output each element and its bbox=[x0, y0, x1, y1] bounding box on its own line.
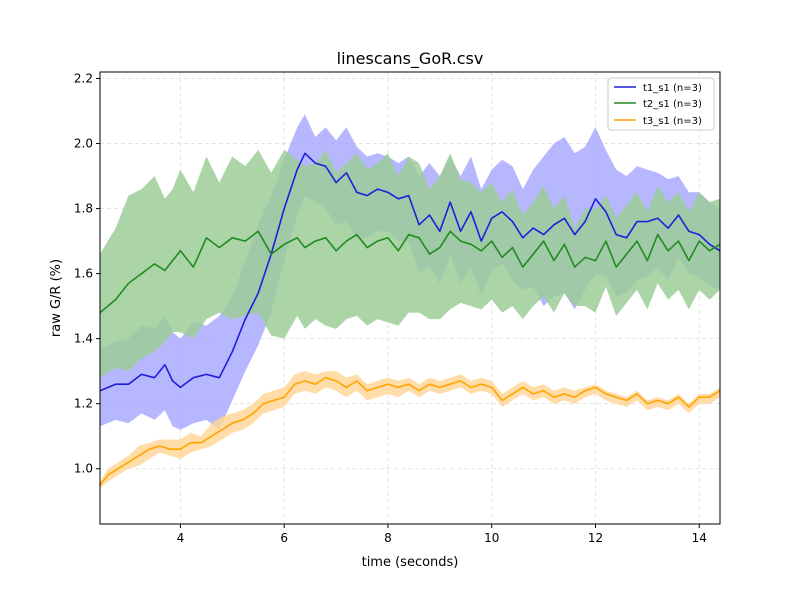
y-axis-label: raw G/R (%) bbox=[49, 259, 64, 337]
x-axis-label: time (seconds) bbox=[362, 555, 459, 570]
y-tick-label: 1.0 bbox=[74, 462, 93, 476]
y-tick-label: 1.2 bbox=[74, 397, 93, 411]
y-tick-label: 2.0 bbox=[74, 137, 93, 151]
x-axis-ticks: 4 6 8 10 12 14 bbox=[177, 524, 707, 545]
y-tick-label: 1.4 bbox=[74, 332, 93, 346]
x-tick-label: 10 bbox=[484, 531, 499, 545]
x-tick-label: 12 bbox=[588, 531, 603, 545]
y-tick-label: 1.6 bbox=[74, 267, 93, 281]
series-lines bbox=[99, 152, 721, 486]
legend-label-t1: t1_s1 (n=3) bbox=[643, 83, 702, 94]
band-t1 bbox=[100, 114, 720, 430]
y-tick-label: 1.8 bbox=[74, 202, 93, 216]
legend-box bbox=[607, 77, 715, 131]
x-tick-label: 4 bbox=[177, 531, 185, 545]
y-axis-ticks: 1.0 1.2 1.4 1.6 1.8 2.0 2.2 bbox=[74, 72, 100, 476]
plot-frame bbox=[99, 71, 721, 525]
band-t3 bbox=[100, 371, 720, 489]
y-tick-label: 2.2 bbox=[74, 72, 93, 86]
x-tick-label: 8 bbox=[384, 531, 392, 545]
legend-label-t3: t3_s1 (n=3) bbox=[643, 116, 702, 127]
legend: t1_s1 (n=3) t2_s1 (n=3) t3_s1 (n=3) bbox=[607, 77, 715, 131]
series-line-t2 bbox=[99, 230, 721, 314]
series-line-t1 bbox=[99, 152, 721, 392]
legend-label-t2: t2_s1 (n=3) bbox=[643, 99, 702, 110]
x-tick-label: 14 bbox=[692, 531, 707, 545]
x-tick-label: 6 bbox=[280, 531, 288, 545]
chart-title: linescans_GoR.csv bbox=[337, 49, 484, 69]
confidence-bands bbox=[100, 114, 720, 489]
series-line-t3 bbox=[99, 376, 721, 486]
band-t2 bbox=[100, 150, 720, 378]
